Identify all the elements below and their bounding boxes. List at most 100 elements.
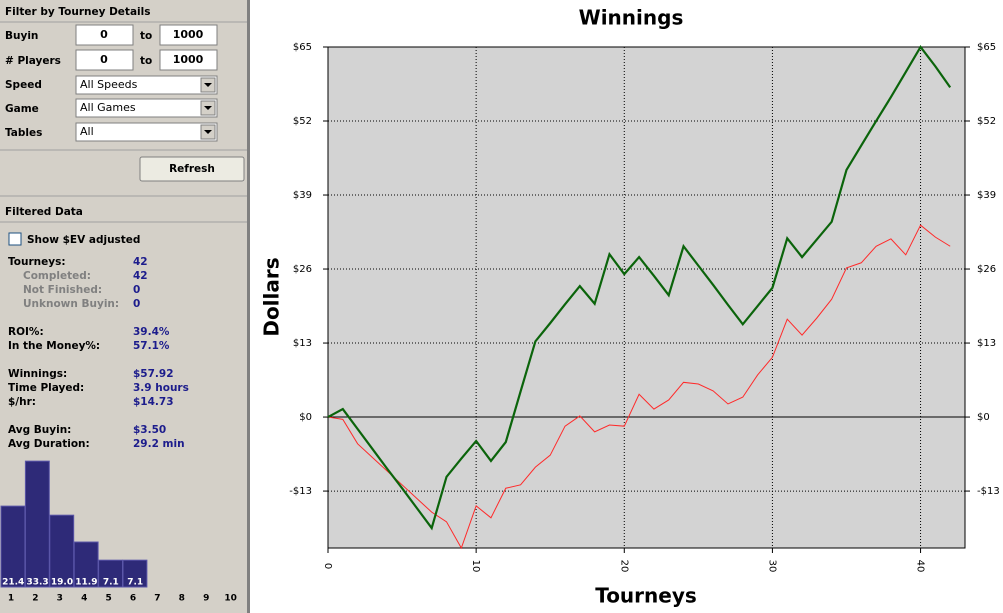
plot-frame — [327, 46, 966, 549]
x-tick-label: 5 — [105, 594, 111, 604]
field-label: Speed — [5, 79, 42, 91]
stat-value: 39.4% — [133, 326, 170, 338]
stat-label: Not Finished: — [23, 284, 102, 296]
stat-value: $3.50 — [133, 424, 166, 436]
y-tick-label: $26 — [293, 264, 312, 275]
bar — [49, 514, 75, 588]
checkbox[interactable] — [8, 232, 22, 246]
bar — [122, 559, 148, 588]
dropdowns: Speed All Speeds Game All Games Tables A… — [5, 75, 218, 142]
x-tick-label: 40 — [915, 560, 926, 573]
plot-area — [328, 47, 965, 548]
y-tick-label: $39 — [293, 190, 312, 201]
refresh-button[interactable] — [139, 156, 245, 182]
text-input[interactable] — [75, 49, 134, 71]
y-tick-label: $52 — [293, 116, 312, 127]
input-value: 1000 — [173, 28, 204, 41]
y2-tick-label: -$13 — [977, 486, 1000, 497]
input-value: 0 — [100, 28, 108, 41]
x-tick-label: 4 — [81, 594, 87, 604]
stat-label: Tourneys: — [8, 256, 66, 268]
bar-label: 11.9 — [75, 578, 97, 588]
stat-value: 57.1% — [133, 340, 170, 352]
stat-value: 42 — [133, 270, 148, 282]
button-label: Refresh — [169, 163, 215, 175]
stat-label: Completed: — [23, 270, 91, 282]
bar-label: 33.3 — [26, 578, 48, 588]
dropdown[interactable] — [75, 75, 218, 95]
x-tick-label: 30 — [766, 560, 777, 573]
input-value: 1000 — [173, 53, 204, 66]
y-tick-label: -$13 — [289, 486, 312, 497]
stat-label: Unknown Buyin: — [23, 298, 119, 310]
x-tick-label: 2 — [32, 594, 38, 604]
x-tick-label: 1 — [8, 594, 14, 604]
dropdown-arrow — [204, 106, 212, 110]
stat-value: 42 — [133, 256, 148, 268]
dropdown-value: All — [80, 125, 94, 138]
y-axis-label: Dollars — [260, 257, 284, 336]
stat-label: $/hr: — [8, 396, 36, 408]
x-tick-label: 6 — [130, 594, 136, 604]
field-label: # Players — [5, 55, 61, 67]
series-line — [327, 45, 952, 531]
bar-label: 21.4 — [2, 578, 24, 588]
stat-label: Time Played: — [8, 382, 84, 394]
splitter — [247, 0, 250, 613]
checkbox-label: Show $EV adjusted — [27, 234, 140, 246]
dropdown-arrow — [204, 130, 212, 134]
y2-tick-label: $65 — [977, 42, 996, 53]
series-line — [327, 224, 951, 550]
bar — [0, 505, 26, 588]
bar-label: 7.1 — [103, 578, 119, 588]
field-label: to — [140, 55, 152, 67]
x-tick-label: 7 — [154, 594, 160, 604]
section-title: Filter by Tourney Details — [5, 6, 150, 18]
chart-title: Winnings — [579, 6, 684, 30]
text-input[interactable] — [159, 24, 218, 46]
stat-value: 29.2 min — [133, 438, 185, 450]
stat-value: 0 — [133, 298, 140, 310]
x-tick-label: 10 — [470, 560, 481, 573]
stat-label: In the Money%: — [8, 340, 100, 352]
x-tick-label: 10 — [224, 594, 237, 604]
stat-value: $57.92 — [133, 368, 174, 380]
x-tick-label: 3 — [57, 594, 63, 604]
y2-tick-label: $39 — [977, 190, 996, 201]
stat-value: 0 — [133, 284, 140, 296]
text-input[interactable] — [75, 24, 134, 46]
bar — [24, 460, 50, 588]
field-label: to — [140, 30, 152, 42]
y2-tick-label: $0 — [977, 412, 990, 423]
input-value: 0 — [100, 53, 108, 66]
bar-label: 7.1 — [127, 578, 143, 588]
stat-label: ROI%: — [8, 326, 44, 338]
stat-label: Winnings: — [8, 368, 67, 380]
dropdown[interactable] — [75, 98, 218, 118]
y2-tick-label: $13 — [977, 338, 996, 349]
y2-tick-label: $52 — [977, 116, 996, 127]
text-input[interactable] — [159, 49, 218, 71]
dropdown-value: All Games — [80, 101, 136, 114]
dropdown-value: All Speeds — [80, 78, 138, 91]
field-label: Game — [5, 103, 39, 115]
bar-label: 19.0 — [51, 578, 73, 588]
field-label: Buyin — [5, 30, 38, 42]
field-label: Tables — [5, 127, 42, 139]
x-tick-label: 0 — [322, 563, 333, 569]
stat-label: Avg Duration: — [8, 438, 90, 450]
y2-tick-label: $26 — [977, 264, 996, 275]
dropdown-arrow — [204, 83, 212, 87]
stat-value: 3.9 hours — [133, 382, 189, 394]
y-tick-label: $65 — [293, 42, 312, 53]
x-tick-label: 8 — [179, 594, 185, 604]
stat-value: $14.73 — [133, 396, 174, 408]
x-tick-label: 20 — [618, 560, 629, 573]
y-tick-label: $13 — [293, 338, 312, 349]
y-tick-label: $0 — [299, 412, 312, 423]
dropdown[interactable] — [75, 122, 218, 142]
section-title: Filtered Data — [5, 206, 83, 218]
stat-label: Avg Buyin: — [8, 424, 71, 436]
x-axis-label: Tourneys — [595, 584, 697, 608]
